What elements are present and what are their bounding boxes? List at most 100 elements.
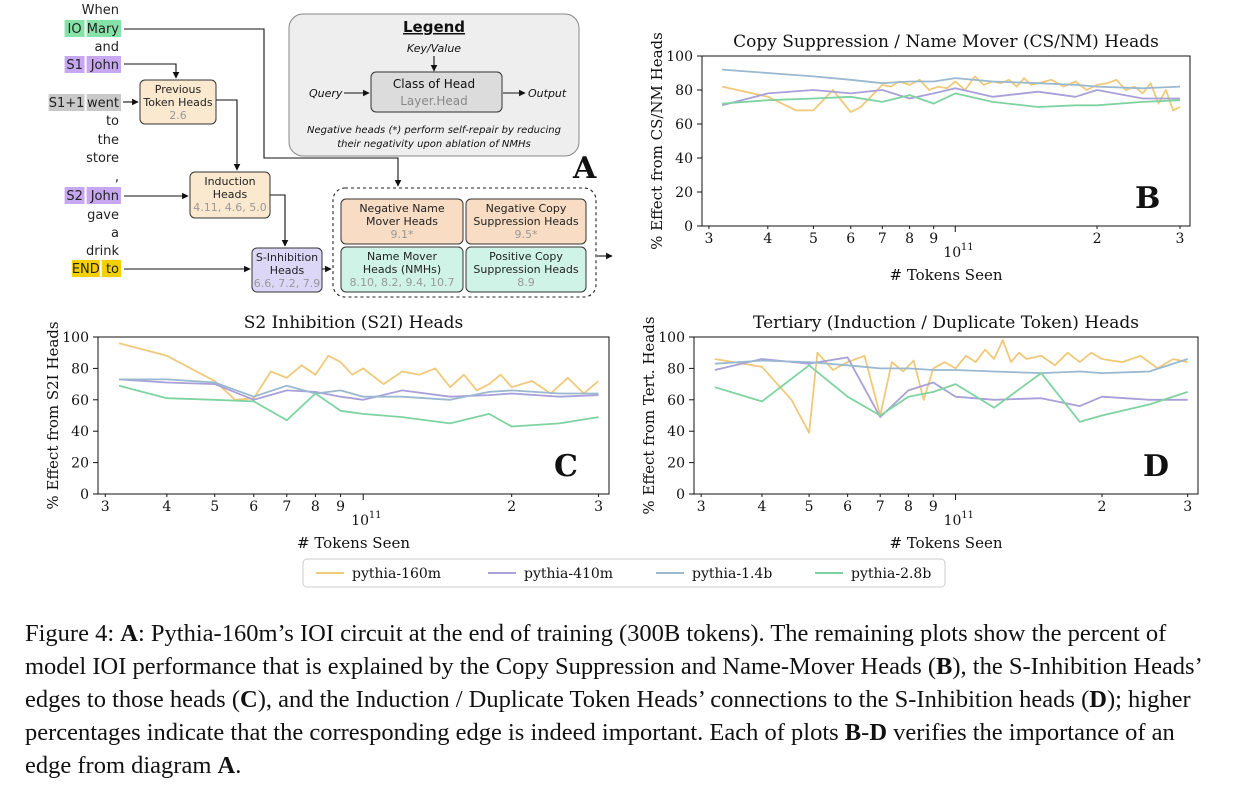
token-highlight <box>101 260 121 277</box>
panel-label: D <box>1143 449 1169 484</box>
head-box-layers: 8.9 <box>517 276 535 289</box>
y-tick-label: 100 <box>658 330 685 346</box>
token-text: When <box>82 3 119 18</box>
legend-query: Query <box>309 87 343 100</box>
x-tick-label: 8 <box>311 499 320 515</box>
token-text: a <box>111 226 119 241</box>
x-tick-label: 5 <box>210 499 219 515</box>
x-decade-exponent: 11 <box>961 242 974 253</box>
token-tag-highlight <box>71 260 100 277</box>
token: When <box>82 3 119 18</box>
token-text: John <box>90 189 119 204</box>
token-text: to <box>106 262 119 277</box>
token-text: John <box>90 58 119 73</box>
x-tick-label: 9 <box>336 499 345 515</box>
series-line-pythia-160m <box>118 342 600 401</box>
x-tick-label: 9 <box>929 231 938 247</box>
figure-caption: Figure 4: A: Pythia-160m’s IOI circuit a… <box>25 617 1225 782</box>
series-line-pythia-1.4b <box>119 378 599 401</box>
head-box-title: Name Mover <box>367 250 437 263</box>
legend-note-2: their negativity upon ablation of NMHs <box>337 139 531 150</box>
token: John S2 <box>64 187 121 204</box>
legend-item: pythia-2.8b <box>815 566 931 582</box>
head-box-layers: 6.6, 7.2, 7.9 <box>254 277 320 290</box>
y-tick-label: 20 <box>71 456 89 472</box>
x-tick-label: 3 <box>1183 499 1192 515</box>
token-text: went <box>87 96 119 111</box>
token-highlight <box>86 20 121 37</box>
x-tick-label: 3 <box>101 499 110 515</box>
x-tick-label: 5 <box>805 499 814 515</box>
caption-bold: C <box>240 686 258 713</box>
y-tick-label: 0 <box>676 487 685 503</box>
token-tag: S1+1 <box>49 96 85 111</box>
x-tick-label: 2 <box>1093 231 1102 247</box>
chart-title: Copy Suppression / Name Mover (CS/NM) He… <box>733 32 1159 52</box>
head-box-layers: 4.11, 4.6, 5.0 <box>193 201 266 214</box>
y-tick-label: 100 <box>62 330 89 346</box>
head-box-layers: 8.10, 8.2, 9.4, 10.7 <box>350 276 455 289</box>
x-axis-label: # Tokens Seen <box>890 534 1003 552</box>
token-tag: END <box>72 262 100 277</box>
heads-group-outline <box>332 187 597 298</box>
head-box-title-2: Token Heads <box>142 96 213 109</box>
caption-text: ); higher percentages indicate that the … <box>25 686 1191 746</box>
token: , <box>115 170 119 185</box>
token-text: gave <box>87 208 119 223</box>
x-decade-label: 10 <box>351 513 369 529</box>
token-tag: S1 <box>66 58 83 73</box>
x-tick-label: 2 <box>507 499 516 515</box>
x-tick-label: 3 <box>1176 231 1185 247</box>
chart-c: S2 Inhibition (S2I) Heads 0 20 40 60 80 100 3 4 5… <box>44 313 610 552</box>
chart-b: Copy Suppression / Name Mover (CS/NM) He… <box>648 32 1191 284</box>
y-tick-label: 60 <box>667 393 685 409</box>
y-axis-label: % Effect from Tert. Heads <box>640 316 658 514</box>
token-tag: S2 <box>66 189 83 204</box>
caption-text: ), and the Induction / Duplicate Token H… <box>257 686 1090 713</box>
y-tick-label: 40 <box>675 151 693 167</box>
head-box-title: Negative Name <box>359 202 445 215</box>
caption-text: verifies the importance of an edge from … <box>25 719 1175 779</box>
legend-layer-label: Layer.Head <box>400 94 468 108</box>
head-box-title-2: Mover Heads <box>366 215 438 228</box>
plot-frame <box>701 55 1191 227</box>
legend-title: Legend <box>403 18 465 36</box>
y-tick-label: 80 <box>71 361 89 377</box>
x-tick-label: 5 <box>809 231 818 247</box>
token-tag-highlight <box>64 56 85 73</box>
token-tag: IO <box>68 22 82 37</box>
x-tick-label: 3 <box>697 499 706 515</box>
series-line-pythia-2.8b <box>722 92 1181 108</box>
token-tag-highlight <box>64 187 85 204</box>
token: gave <box>87 208 119 223</box>
legend-label: pythia-160m <box>352 566 441 582</box>
panel-label: C <box>554 449 578 484</box>
y-tick-label: 80 <box>675 83 693 99</box>
legend-label: pythia-410m <box>524 566 613 582</box>
chart-title: S2 Inhibition (S2I) Heads <box>244 313 464 333</box>
token: to END <box>71 260 121 277</box>
panel-label: B <box>1135 181 1160 216</box>
caption-bold: A <box>217 752 236 779</box>
y-tick-label: 60 <box>71 393 89 409</box>
x-tick-label: 9 <box>929 499 938 515</box>
token-highlight <box>86 56 121 73</box>
y-tick-label: 40 <box>71 424 89 440</box>
y-tick-label: 60 <box>675 117 693 133</box>
series-legend: pythia-160m pythia-410m pythia-1.4b pythia-… <box>302 558 946 588</box>
y-tick-label: 0 <box>80 487 89 503</box>
head-box-title: S-Inhibition <box>256 251 318 264</box>
caption-bold: B <box>844 719 862 746</box>
token: a <box>111 226 119 241</box>
token-highlight <box>86 187 121 204</box>
token-text: and <box>95 40 119 55</box>
head-box-layers: 9.5* <box>515 228 538 241</box>
token-text: , <box>115 170 119 185</box>
y-tick-label: 80 <box>667 361 685 377</box>
